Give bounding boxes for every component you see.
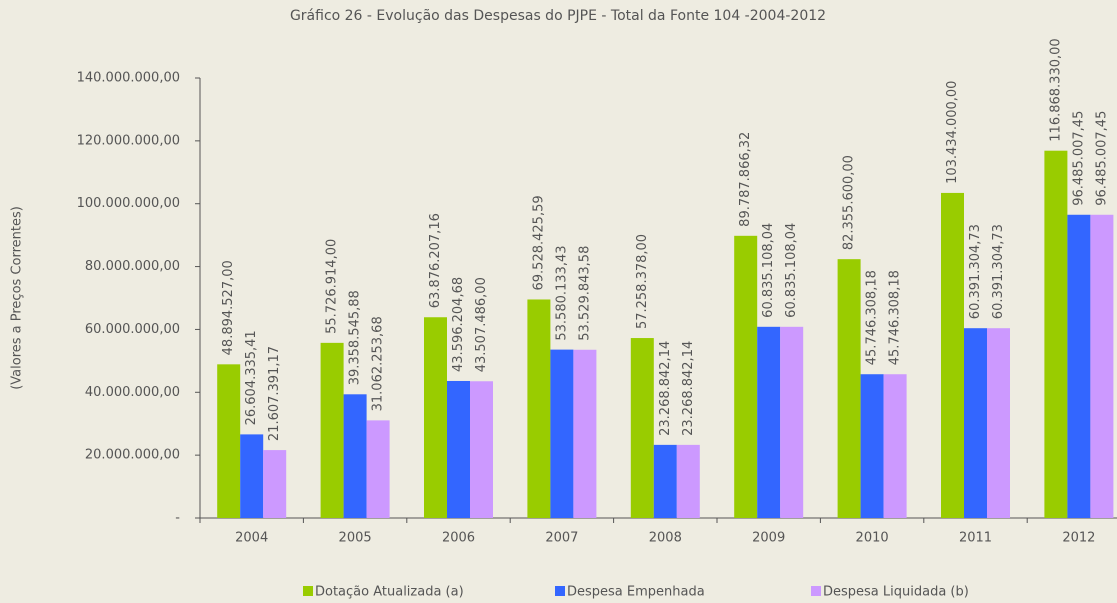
x-tick-label: 2008 [649,531,682,546]
bar [1067,214,1091,518]
bar [447,380,470,518]
chart-title: Gráfico 26 - Evolução das Despesas do PJ… [290,8,826,24]
x-tick-label: 2004 [235,531,268,546]
y-tick-label: 20.000.000,00 [85,448,180,463]
data-label: 60.391.304,73 [991,224,1006,319]
data-label: 53.529.843,58 [577,246,592,341]
bar [343,394,367,518]
data-label: 43.596.204,68 [451,277,466,372]
bar [217,364,241,518]
bar [320,342,344,518]
x-tick-label: 2007 [545,531,578,546]
bar [527,299,551,518]
data-label: 23.268.842,14 [681,341,696,436]
data-label: 82.355.600,00 [842,155,857,250]
bar [941,192,964,519]
bar [263,450,287,518]
y-tick-label: 140.000.000,00 [77,71,180,86]
legend-swatch [811,586,821,596]
legend-label: Despesa Empenhada [567,585,705,600]
bar [240,434,264,518]
data-label: 103.434.000,00 [945,81,960,184]
bar [964,328,987,518]
x-tick-label: 2011 [959,531,992,546]
data-label: 96.485.007,45 [1071,111,1086,206]
legend-label: Despesa Liquidada (b) [823,585,969,600]
y-tick-label: 80.000.000,00 [85,259,180,274]
data-label: 48.894.527,00 [221,260,236,355]
bar [653,444,677,518]
bar [1090,214,1114,518]
data-label: 21.607.391,17 [267,346,282,441]
data-label: 26.604.335,41 [244,330,259,425]
bar [676,444,700,518]
data-label: 89.787.866,32 [738,132,753,227]
data-label: 53.580.133,43 [554,245,569,340]
bar [573,349,597,518]
data-label: 45.746.308,18 [865,270,880,365]
data-label: 116.868.330,00 [1048,38,1063,141]
bar [837,259,861,518]
x-tick-label: 2006 [442,531,475,546]
data-label: 69.528.425,59 [531,195,546,290]
bar [734,235,758,518]
data-label: 63.876.207,16 [428,213,443,308]
legend-label: Dotação Atualizada (a) [315,585,464,600]
legend-swatch [303,586,313,596]
y-tick-label: 60.000.000,00 [85,322,180,337]
data-label: 60.835.108,04 [784,223,799,318]
bar [780,326,804,518]
x-tick-label: 2010 [856,531,889,546]
data-label: 57.258.378,00 [635,234,650,329]
x-tick-label: 2005 [339,531,372,546]
bar [424,317,447,518]
y-tick-label: 100.000.000,00 [77,196,180,211]
bar [883,374,907,518]
data-label: 96.485.007,45 [1094,111,1109,206]
y-tick-label: 40.000.000,00 [85,385,180,400]
bar [630,338,654,518]
data-label: 55.726.914,00 [325,239,340,334]
data-label: 23.268.842,14 [658,341,673,436]
legend-swatch [555,586,565,596]
bar [550,349,574,518]
y-tick-label: 120.000.000,00 [77,133,180,148]
bar [1044,150,1068,519]
bar [470,381,493,518]
bar [757,326,781,518]
x-tick-label: 2009 [752,531,785,546]
data-label: 45.746.308,18 [888,270,903,365]
bar [860,374,884,518]
y-tick-label: - [175,511,180,526]
data-label: 43.507.486,00 [474,277,489,372]
data-label: 60.391.304,73 [968,224,983,319]
data-label: 60.835.108,04 [761,223,776,318]
bar [987,328,1010,518]
x-tick-label: 2012 [1062,531,1095,546]
data-label: 39.358.545,88 [348,290,363,385]
bar [366,420,390,518]
data-label: 31.062.253,68 [371,316,386,411]
y-axis-title: (Valores a Preços Correntes) [10,206,25,390]
